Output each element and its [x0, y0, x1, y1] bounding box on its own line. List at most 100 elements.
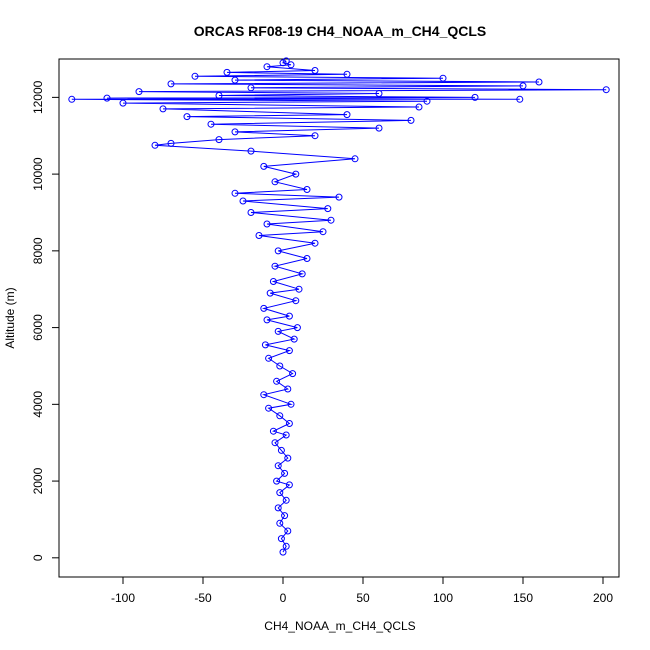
data-point	[269, 278, 277, 285]
data-point	[255, 232, 263, 239]
data-point	[167, 80, 175, 88]
data-point	[274, 327, 282, 335]
data-point	[519, 82, 527, 90]
data-point	[282, 57, 290, 65]
data-point	[319, 228, 327, 236]
y-tick-label: 4000	[31, 391, 45, 418]
data-point	[535, 78, 543, 86]
x-axis-label: CH4_NOAA_m_CH4_QCLS	[264, 619, 415, 633]
data-series	[68, 57, 610, 556]
data-point	[303, 186, 311, 193]
data-point	[271, 178, 279, 186]
data-point	[239, 197, 247, 205]
data-point	[135, 88, 143, 96]
x-axis: -100 -50 0 50 100 150 200	[111, 577, 613, 605]
data-point	[274, 504, 282, 512]
x-tick-label: 150	[513, 591, 533, 605]
data-point	[284, 454, 292, 462]
data-point	[271, 439, 279, 447]
data-point	[285, 347, 293, 355]
data-point	[103, 94, 111, 102]
data-point	[261, 341, 269, 349]
data-point	[282, 496, 290, 504]
y-tick-label: 10000	[31, 157, 45, 191]
data-point	[351, 155, 359, 163]
data-point	[266, 289, 274, 297]
data-point	[284, 385, 292, 393]
data-point	[327, 216, 335, 224]
data-point	[298, 270, 306, 278]
data-point	[263, 316, 271, 324]
y-axis: 0 2000 4000 6000 8000 10000 12000	[31, 80, 59, 561]
data-point	[516, 95, 524, 103]
data-point	[293, 324, 301, 332]
data-point	[281, 512, 289, 520]
data-point	[260, 391, 268, 399]
data-point	[439, 74, 447, 82]
y-tick-label: 8000	[31, 237, 45, 264]
data-point	[281, 469, 289, 477]
data-point	[375, 90, 383, 97]
data-point	[311, 239, 319, 247]
data-point	[183, 113, 191, 121]
x-tick-label: -100	[111, 591, 135, 605]
data-point	[284, 527, 292, 535]
x-tick-label: 0	[280, 591, 287, 605]
data-point	[247, 84, 255, 92]
chart-title: ORCAS RF08-19 CH4_NOAA_m_CH4_QCLS	[194, 23, 487, 39]
data-point	[223, 68, 231, 76]
data-point	[247, 147, 255, 155]
data-point	[279, 548, 287, 556]
data-point	[343, 111, 351, 119]
data-point	[269, 427, 277, 435]
data-point	[277, 535, 285, 543]
data-point	[282, 542, 290, 550]
data-point	[415, 103, 423, 111]
data-point	[265, 404, 273, 412]
data-point	[287, 400, 295, 408]
series-line	[71, 60, 607, 553]
x-tick-label: 50	[356, 591, 370, 605]
data-point	[407, 116, 415, 124]
data-point	[423, 97, 431, 105]
data-point	[231, 128, 239, 136]
data-point	[215, 136, 223, 144]
data-point	[207, 120, 215, 128]
data-point	[276, 519, 284, 527]
data-point	[292, 170, 300, 178]
data-point	[285, 481, 293, 489]
data-point	[191, 72, 199, 80]
data-point	[311, 132, 319, 140]
y-axis-label: Altitude (m)	[3, 287, 17, 348]
data-point	[276, 489, 284, 497]
data-point	[215, 92, 223, 99]
x-tick-label: 100	[433, 591, 453, 605]
data-point	[231, 189, 239, 197]
data-point	[263, 220, 271, 228]
data-point	[290, 335, 298, 343]
data-point	[292, 297, 300, 305]
data-point	[277, 446, 285, 454]
data-point	[273, 377, 281, 385]
data-point	[271, 262, 279, 270]
data-point	[289, 370, 297, 378]
data-point	[602, 86, 610, 94]
data-point	[303, 255, 311, 262]
data-point	[285, 312, 293, 320]
data-point	[282, 431, 290, 439]
data-point	[287, 61, 295, 69]
data-point	[265, 354, 273, 362]
data-point	[260, 162, 268, 170]
data-point	[167, 139, 175, 147]
y-tick-label: 6000	[31, 314, 45, 341]
data-point	[273, 477, 281, 485]
data-point	[119, 99, 127, 107]
x-tick-label: -50	[194, 591, 212, 605]
data-point	[274, 247, 282, 255]
data-point	[324, 205, 332, 213]
data-point	[247, 209, 255, 216]
data-point	[276, 412, 284, 420]
y-tick-label: 0	[31, 554, 45, 561]
data-point	[231, 76, 239, 84]
